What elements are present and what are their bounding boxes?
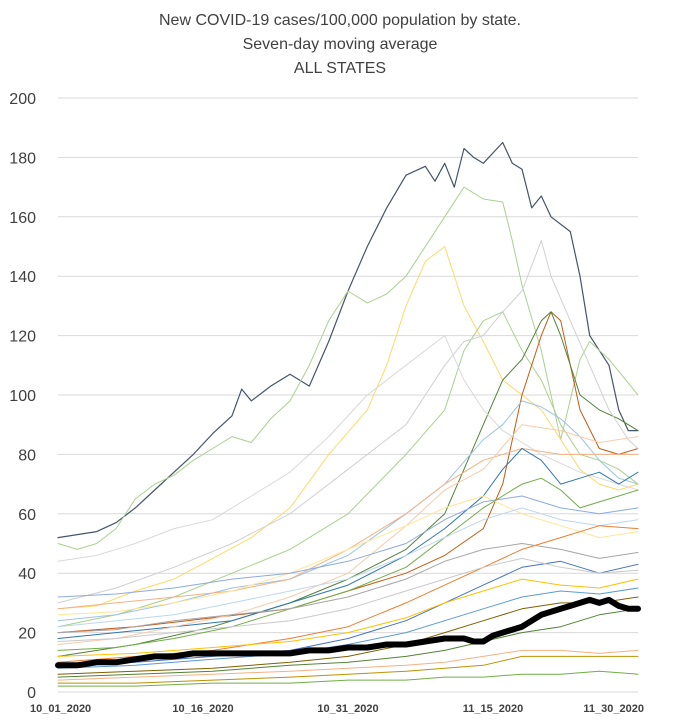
chart-subtitle-2: ALL STATES <box>294 60 386 77</box>
series-line-state-18 <box>57 543 639 634</box>
x-tick-label: 11_15_2020 <box>463 703 524 715</box>
series-line-state-16 <box>57 507 639 628</box>
y-tick-label: 160 <box>9 210 36 227</box>
series-line-state-3 <box>57 246 639 610</box>
series-line-state-26 <box>57 655 639 684</box>
series-line-all-states <box>55 596 641 669</box>
series-line-state-21 <box>57 578 639 657</box>
series-lines <box>55 141 641 687</box>
series-line-state-24 <box>57 608 639 678</box>
series-line-state-19 <box>57 560 639 666</box>
series-line-state-25 <box>57 649 639 681</box>
gridlines <box>58 97 638 693</box>
y-tick-label: 200 <box>9 91 36 108</box>
y-tick-label: 100 <box>9 388 36 405</box>
series-line-state-8 <box>57 335 639 562</box>
y-tick-label: 180 <box>9 150 36 167</box>
x-axis-ticks: 10_01_2020 10_16_2020 10_31_2020 11_15_2020… <box>30 703 644 715</box>
series-line-state-22 <box>57 587 639 669</box>
y-tick-label: 0 <box>27 685 36 702</box>
series-line-state-20 <box>57 557 639 642</box>
y-tick-label: 60 <box>18 507 36 524</box>
y-tick-label: 120 <box>9 329 36 346</box>
series-line-state-10 <box>57 448 639 610</box>
y-tick-label: 80 <box>18 447 36 464</box>
series-line-state-13 <box>57 495 639 616</box>
y-tick-label: 40 <box>18 566 36 583</box>
series-line-state-15 <box>57 477 639 651</box>
series-line-state-27 <box>57 670 639 687</box>
x-tick-label: 10_31_2020 <box>317 703 378 715</box>
x-tick-label: 10_01_2020 <box>30 703 91 715</box>
y-tick-label: 20 <box>18 626 36 643</box>
series-line-state-2 <box>57 186 639 550</box>
chart-subtitle: Seven-day moving average <box>243 36 438 53</box>
series-line-state-7 <box>57 240 639 604</box>
y-tick-label: 140 <box>9 269 36 286</box>
series-line-state-14 <box>57 495 639 598</box>
x-tick-label: 10_16_2020 <box>172 703 233 715</box>
series-line-state-4 <box>57 311 639 628</box>
y-axis-ticks: 0 20 40 60 80 100 120 140 160 180 200 <box>9 91 36 702</box>
chart-title: New COVID-19 cases/100,000 population by… <box>159 12 521 29</box>
x-tick-label: 11_30_2020 <box>583 703 644 715</box>
series-line-state-1 <box>57 141 639 539</box>
